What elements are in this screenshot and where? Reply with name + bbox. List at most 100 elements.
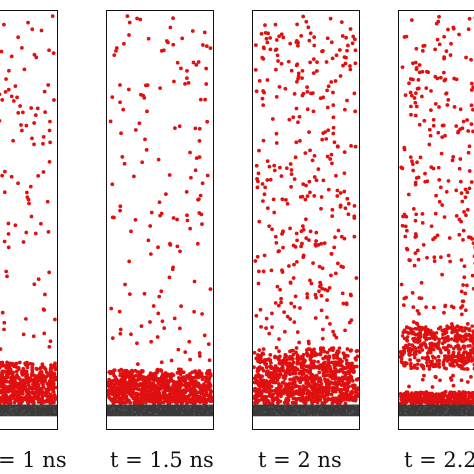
particle <box>0 401 2 406</box>
substrate-atom <box>207 413 209 415</box>
particle <box>167 401 172 406</box>
substrate-atom <box>461 413 463 415</box>
particle <box>442 358 447 362</box>
particle <box>20 110 25 115</box>
particle <box>286 59 291 64</box>
particle-field <box>399 14 474 417</box>
substrate-atom <box>38 405 40 407</box>
particle <box>261 56 266 61</box>
particle <box>191 390 196 395</box>
substrate-atom <box>314 414 316 416</box>
particle <box>200 181 205 186</box>
substrate-atom <box>349 412 351 414</box>
substrate-atom <box>144 407 146 409</box>
particle <box>400 65 405 70</box>
particle <box>467 328 472 333</box>
snapshot-panel-2-2ns <box>398 10 474 430</box>
particle <box>200 377 205 382</box>
particle <box>175 244 180 249</box>
particle <box>296 396 301 401</box>
particle <box>268 373 273 378</box>
particle <box>305 396 310 401</box>
particle <box>205 173 210 178</box>
snapshot-panel-1-5ns <box>106 10 214 430</box>
substrate-atom <box>407 405 409 407</box>
particle <box>461 119 466 124</box>
particle <box>178 398 183 403</box>
particle <box>193 168 198 173</box>
particle <box>425 354 430 359</box>
particle <box>261 382 265 386</box>
particle <box>187 384 192 389</box>
particle <box>305 295 310 300</box>
particle <box>253 67 258 72</box>
particle <box>329 273 333 278</box>
particle <box>171 42 176 47</box>
particle <box>411 61 415 66</box>
particle <box>2 320 7 325</box>
particle <box>339 234 344 239</box>
particle <box>292 92 297 96</box>
particle <box>350 362 354 367</box>
particle <box>302 367 306 372</box>
particle <box>53 361 57 366</box>
particle <box>270 311 274 316</box>
particle <box>410 159 414 164</box>
particle <box>413 400 418 405</box>
particle <box>422 333 426 338</box>
particle <box>127 259 132 264</box>
particle <box>155 392 160 397</box>
particle <box>32 52 37 57</box>
substrate-atom <box>446 409 448 411</box>
substrate-atom <box>275 413 278 416</box>
particle <box>443 303 448 308</box>
particle <box>342 171 347 176</box>
particle <box>172 316 177 321</box>
particle <box>356 377 359 381</box>
particle <box>456 130 460 135</box>
particle <box>277 349 281 354</box>
particle <box>467 144 472 149</box>
particle <box>48 400 53 405</box>
particle <box>420 49 425 53</box>
particle <box>161 400 166 405</box>
particle <box>47 160 52 164</box>
particle <box>321 95 326 100</box>
particle <box>164 192 168 196</box>
particle <box>442 34 447 39</box>
particle <box>345 98 349 103</box>
particle <box>300 76 304 80</box>
particle <box>123 382 128 387</box>
particle <box>300 241 304 246</box>
particle <box>301 371 306 375</box>
particle <box>192 309 197 314</box>
substrate-atom <box>5 412 7 414</box>
particle <box>338 191 343 195</box>
particle <box>462 209 466 214</box>
particle <box>410 398 415 403</box>
particle <box>156 245 160 250</box>
particle <box>158 368 163 372</box>
particle <box>346 201 351 206</box>
substrate-atom <box>9 413 12 415</box>
particle <box>424 86 429 90</box>
particle <box>304 385 308 390</box>
particle <box>436 130 441 135</box>
particle <box>303 359 307 363</box>
particle <box>321 178 326 183</box>
particle <box>352 91 357 96</box>
particle <box>461 238 465 242</box>
particle <box>175 385 180 390</box>
particle <box>337 346 342 351</box>
particle <box>331 131 336 136</box>
particle <box>297 340 301 345</box>
particle <box>280 197 285 202</box>
particle <box>142 291 147 296</box>
particle <box>188 226 192 231</box>
particle <box>305 379 310 384</box>
particle <box>469 180 474 184</box>
particle <box>2 22 6 27</box>
particle <box>333 381 337 386</box>
particle <box>264 36 269 41</box>
substrate-atom <box>466 410 468 413</box>
